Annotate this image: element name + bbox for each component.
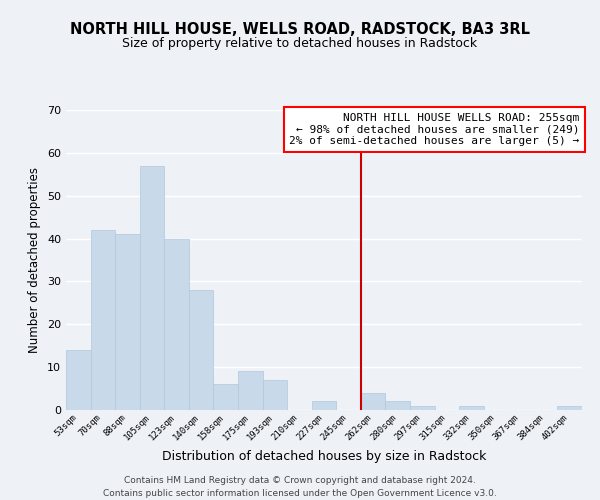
Bar (91, 230, 115, 410)
Bar (115, 234, 140, 410)
Bar (66, 350, 91, 410)
Text: NORTH HILL HOUSE WELLS ROAD: 255sqm
← 98% of detached houses are smaller (249)
2: NORTH HILL HOUSE WELLS ROAD: 255sqm ← 98… (289, 113, 580, 146)
Bar (557, 406, 582, 410)
Bar (361, 393, 385, 410)
Text: Size of property relative to detached houses in Radstock: Size of property relative to detached ho… (122, 38, 478, 51)
Bar (189, 290, 214, 410)
Bar (385, 402, 410, 410)
Text: Contains HM Land Registry data © Crown copyright and database right 2024.
Contai: Contains HM Land Registry data © Crown c… (103, 476, 497, 498)
Text: NORTH HILL HOUSE, WELLS ROAD, RADSTOCK, BA3 3RL: NORTH HILL HOUSE, WELLS ROAD, RADSTOCK, … (70, 22, 530, 38)
Bar (410, 406, 434, 410)
Bar (312, 402, 336, 410)
Bar (140, 166, 164, 410)
X-axis label: Distribution of detached houses by size in Radstock: Distribution of detached houses by size … (162, 450, 486, 464)
Bar (238, 372, 263, 410)
Y-axis label: Number of detached properties: Number of detached properties (28, 167, 41, 353)
Bar (263, 380, 287, 410)
Bar (164, 238, 189, 410)
Bar (459, 406, 484, 410)
Bar (214, 384, 238, 410)
